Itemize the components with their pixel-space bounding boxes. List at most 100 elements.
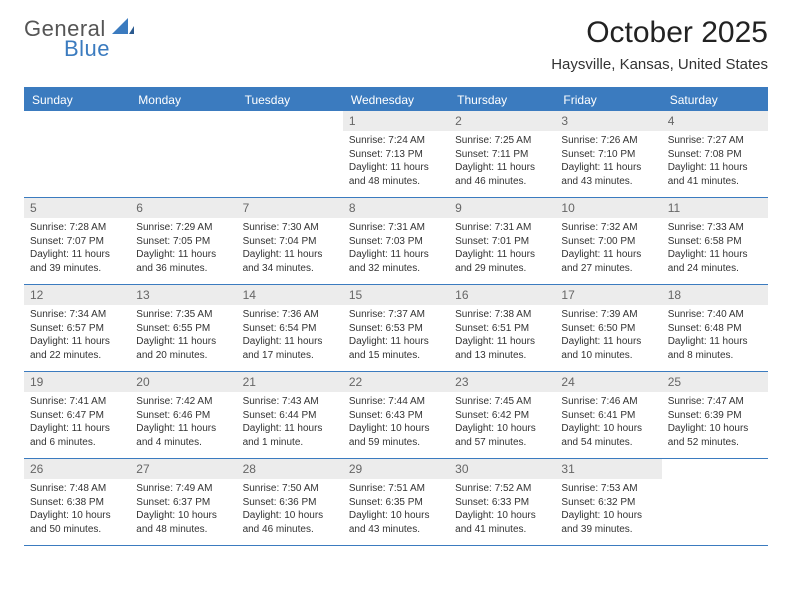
day-cell: 3Sunrise: 7:26 AMSunset: 7:10 PMDaylight… [555, 111, 661, 197]
day-body: Sunrise: 7:34 AMSunset: 6:57 PMDaylight:… [24, 305, 130, 368]
day-cell: 6Sunrise: 7:29 AMSunset: 7:05 PMDaylight… [130, 198, 236, 284]
day-body: Sunrise: 7:25 AMSunset: 7:11 PMDaylight:… [449, 131, 555, 194]
day-line-sr: Sunrise: 7:48 AM [30, 482, 124, 496]
weekday-wed: Wednesday [343, 89, 449, 111]
day-number: 26 [24, 459, 130, 479]
title-block: October 2025 Haysville, Kansas, United S… [551, 16, 768, 73]
day-line-ss: Sunset: 7:13 PM [349, 148, 443, 162]
day-line-sr: Sunrise: 7:51 AM [349, 482, 443, 496]
day-line-sr: Sunrise: 7:44 AM [349, 395, 443, 409]
day-line-ss: Sunset: 6:46 PM [136, 409, 230, 423]
day-number [130, 111, 236, 131]
day-number: 24 [555, 372, 661, 392]
day-line-ss: Sunset: 6:51 PM [455, 322, 549, 336]
day-line-dl1: Daylight: 11 hours [243, 335, 337, 349]
day-number: 30 [449, 459, 555, 479]
day-cell: 27Sunrise: 7:49 AMSunset: 6:37 PMDayligh… [130, 459, 236, 545]
logo-sail-icon [112, 16, 134, 41]
day-line-ss: Sunset: 7:01 PM [455, 235, 549, 249]
day-body: Sunrise: 7:42 AMSunset: 6:46 PMDaylight:… [130, 392, 236, 455]
day-line-sr: Sunrise: 7:53 AM [561, 482, 655, 496]
day-body: Sunrise: 7:33 AMSunset: 6:58 PMDaylight:… [662, 218, 768, 281]
day-line-ss: Sunset: 6:43 PM [349, 409, 443, 423]
day-number: 11 [662, 198, 768, 218]
day-line-dl2: and 24 minutes. [668, 262, 762, 276]
day-cell [24, 111, 130, 197]
day-number [662, 459, 768, 479]
day-line-sr: Sunrise: 7:49 AM [136, 482, 230, 496]
day-number: 6 [130, 198, 236, 218]
day-line-sr: Sunrise: 7:25 AM [455, 134, 549, 148]
day-line-dl2: and 59 minutes. [349, 436, 443, 450]
day-line-sr: Sunrise: 7:28 AM [30, 221, 124, 235]
weekday-mon: Monday [130, 89, 236, 111]
day-line-dl2: and 48 minutes. [136, 523, 230, 537]
day-line-sr: Sunrise: 7:40 AM [668, 308, 762, 322]
day-number: 9 [449, 198, 555, 218]
day-cell: 18Sunrise: 7:40 AMSunset: 6:48 PMDayligh… [662, 285, 768, 371]
day-line-sr: Sunrise: 7:29 AM [136, 221, 230, 235]
day-cell: 19Sunrise: 7:41 AMSunset: 6:47 PMDayligh… [24, 372, 130, 458]
week-row: 19Sunrise: 7:41 AMSunset: 6:47 PMDayligh… [24, 372, 768, 459]
day-number: 4 [662, 111, 768, 131]
day-number: 2 [449, 111, 555, 131]
day-line-dl2: and 52 minutes. [668, 436, 762, 450]
day-number: 21 [237, 372, 343, 392]
day-number: 29 [343, 459, 449, 479]
day-body: Sunrise: 7:35 AMSunset: 6:55 PMDaylight:… [130, 305, 236, 368]
day-line-dl2: and 50 minutes. [30, 523, 124, 537]
day-body: Sunrise: 7:28 AMSunset: 7:07 PMDaylight:… [24, 218, 130, 281]
day-line-sr: Sunrise: 7:50 AM [243, 482, 337, 496]
day-cell: 8Sunrise: 7:31 AMSunset: 7:03 PMDaylight… [343, 198, 449, 284]
day-cell: 12Sunrise: 7:34 AMSunset: 6:57 PMDayligh… [24, 285, 130, 371]
day-number: 27 [130, 459, 236, 479]
day-line-sr: Sunrise: 7:34 AM [30, 308, 124, 322]
weekday-fri: Friday [555, 89, 661, 111]
day-line-sr: Sunrise: 7:42 AM [136, 395, 230, 409]
day-body: Sunrise: 7:41 AMSunset: 6:47 PMDaylight:… [24, 392, 130, 455]
day-line-dl2: and 41 minutes. [668, 175, 762, 189]
day-line-ss: Sunset: 6:39 PM [668, 409, 762, 423]
day-line-sr: Sunrise: 7:35 AM [136, 308, 230, 322]
day-body: Sunrise: 7:36 AMSunset: 6:54 PMDaylight:… [237, 305, 343, 368]
day-cell: 10Sunrise: 7:32 AMSunset: 7:00 PMDayligh… [555, 198, 661, 284]
day-line-sr: Sunrise: 7:37 AM [349, 308, 443, 322]
day-cell: 13Sunrise: 7:35 AMSunset: 6:55 PMDayligh… [130, 285, 236, 371]
day-line-dl2: and 43 minutes. [349, 523, 443, 537]
day-line-ss: Sunset: 6:37 PM [136, 496, 230, 510]
day-line-ss: Sunset: 7:11 PM [455, 148, 549, 162]
day-body: Sunrise: 7:39 AMSunset: 6:50 PMDaylight:… [555, 305, 661, 368]
day-cell: 21Sunrise: 7:43 AMSunset: 6:44 PMDayligh… [237, 372, 343, 458]
day-cell: 29Sunrise: 7:51 AMSunset: 6:35 PMDayligh… [343, 459, 449, 545]
day-cell: 11Sunrise: 7:33 AMSunset: 6:58 PMDayligh… [662, 198, 768, 284]
day-line-dl1: Daylight: 10 hours [668, 422, 762, 436]
week-row: 12Sunrise: 7:34 AMSunset: 6:57 PMDayligh… [24, 285, 768, 372]
day-line-dl1: Daylight: 10 hours [30, 509, 124, 523]
day-body: Sunrise: 7:46 AMSunset: 6:41 PMDaylight:… [555, 392, 661, 455]
day-line-dl2: and 54 minutes. [561, 436, 655, 450]
day-line-dl1: Daylight: 11 hours [668, 161, 762, 175]
day-body: Sunrise: 7:49 AMSunset: 6:37 PMDaylight:… [130, 479, 236, 542]
day-cell: 23Sunrise: 7:45 AMSunset: 6:42 PMDayligh… [449, 372, 555, 458]
day-body: Sunrise: 7:43 AMSunset: 6:44 PMDaylight:… [237, 392, 343, 455]
day-number: 17 [555, 285, 661, 305]
day-line-dl2: and 15 minutes. [349, 349, 443, 363]
day-line-dl2: and 10 minutes. [561, 349, 655, 363]
day-line-sr: Sunrise: 7:47 AM [668, 395, 762, 409]
day-line-dl1: Daylight: 10 hours [455, 509, 549, 523]
day-cell [237, 111, 343, 197]
weekday-thu: Thursday [449, 89, 555, 111]
day-line-dl1: Daylight: 11 hours [455, 161, 549, 175]
day-line-dl1: Daylight: 11 hours [561, 248, 655, 262]
day-body: Sunrise: 7:26 AMSunset: 7:10 PMDaylight:… [555, 131, 661, 194]
day-line-sr: Sunrise: 7:38 AM [455, 308, 549, 322]
day-line-dl1: Daylight: 11 hours [349, 335, 443, 349]
day-line-dl1: Daylight: 11 hours [668, 335, 762, 349]
day-line-dl2: and 20 minutes. [136, 349, 230, 363]
day-number: 23 [449, 372, 555, 392]
day-line-dl2: and 6 minutes. [30, 436, 124, 450]
day-line-sr: Sunrise: 7:30 AM [243, 221, 337, 235]
day-number [237, 111, 343, 131]
day-line-sr: Sunrise: 7:43 AM [243, 395, 337, 409]
day-body: Sunrise: 7:52 AMSunset: 6:33 PMDaylight:… [449, 479, 555, 542]
